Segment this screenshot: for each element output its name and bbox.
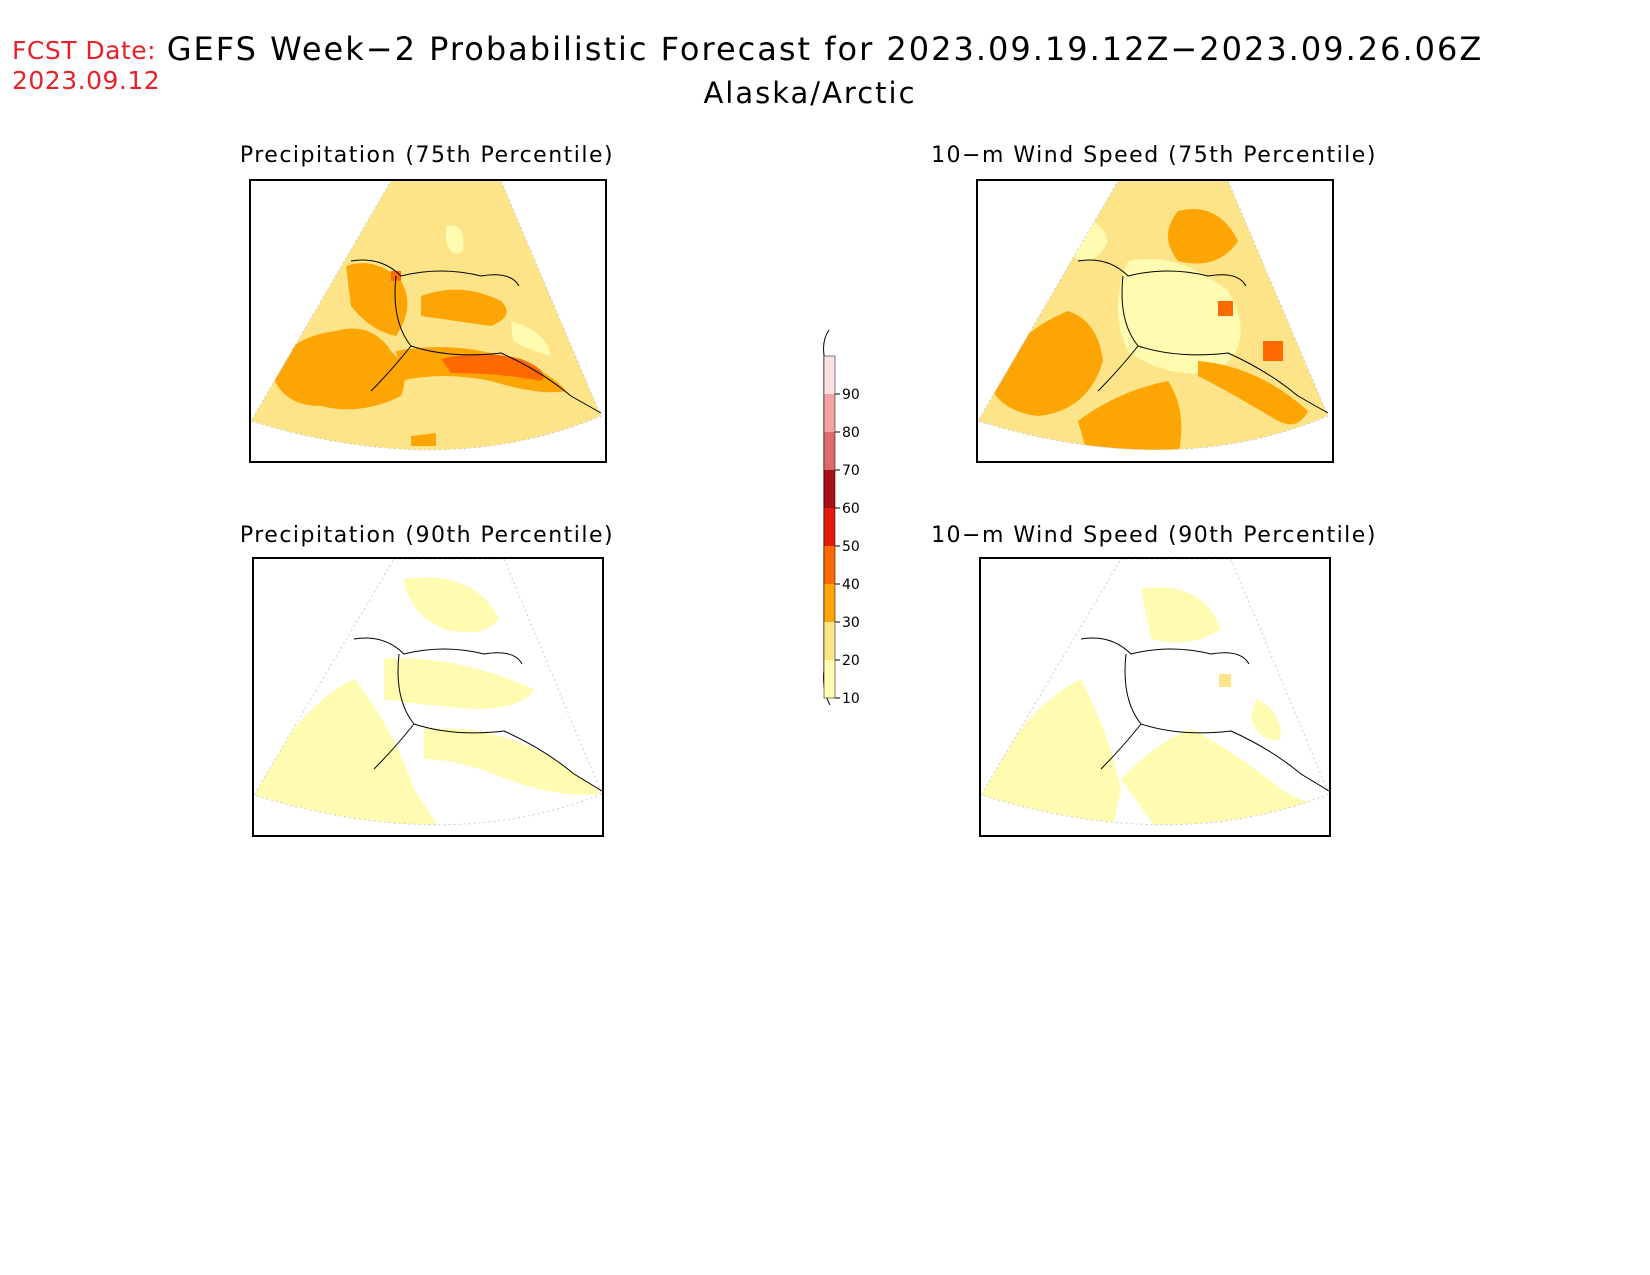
alaska-coastline [1080, 637, 1329, 792]
forecast-date-label: FCST Date: [12, 36, 157, 65]
graticule [251, 181, 602, 451]
colorbar-label-70: 70 [842, 463, 860, 479]
colorbar-segment-90 [824, 356, 835, 394]
prob-fill-20 [1219, 674, 1231, 687]
prob-fill-10 [404, 577, 499, 633]
prob-fill-10 [384, 658, 534, 709]
colorbar-segment-60 [824, 470, 835, 508]
alaska-coastline [353, 637, 602, 792]
colorbar-segment-20 [824, 622, 835, 660]
colorbar-label-90: 90 [842, 387, 860, 403]
alaska-coastline [1077, 259, 1329, 414]
prob-fill-10 [446, 225, 464, 254]
prob-fill-10 [1141, 587, 1221, 643]
graticule [978, 181, 1329, 451]
prob-fill-30 [1168, 209, 1238, 264]
prob-fill-40 [1263, 341, 1283, 361]
prob-fill-10 [424, 728, 602, 795]
colorbar-segment-80 [824, 394, 835, 432]
map-wind-75 [976, 179, 1334, 463]
colorbar-label-80: 80 [842, 425, 860, 441]
prob-fill-30 [421, 289, 507, 326]
colorbar-label-50: 50 [842, 539, 860, 555]
probability-colorbar: 90 80 70 60 50 40 30 20 10 [818, 329, 898, 740]
region-title: Alaska/Arctic [703, 76, 917, 110]
colorbar-label-30: 30 [842, 615, 860, 631]
panel-title-wind-75: 10−m Wind Speed (75th Percentile) [931, 143, 1377, 168]
prob-fill-10 [1121, 729, 1329, 825]
prob-fill-10 [511, 321, 551, 356]
colorbar-label-60: 60 [842, 501, 860, 517]
page-title: GEFS Week−2 Probabilistic Forecast for 2… [166, 30, 1484, 68]
colorbar-label-20: 20 [842, 653, 860, 669]
prob-fill-10 [254, 679, 444, 825]
prob-fill-10 [1118, 259, 1241, 374]
map-precip-75 [249, 179, 607, 463]
forecast-date-value: 2023.09.12 [12, 66, 161, 95]
map-precip-90 [252, 557, 604, 837]
graticule [981, 559, 1329, 826]
colorbar-segment-50 [824, 508, 835, 546]
prob-fill-10 [1251, 699, 1281, 740]
prob-fill-30 [346, 263, 408, 336]
prob-fill-20 [251, 181, 601, 450]
graticule [254, 559, 602, 826]
prob-fill-30 [988, 311, 1103, 416]
prob-fill-10 [981, 679, 1121, 825]
colorbar-segment-40 [824, 546, 835, 584]
colorbar-label-10: 10 [842, 691, 860, 707]
colorbar-segment-70 [824, 432, 835, 470]
colorbar-segment-10 [824, 660, 835, 698]
colorbar-segment-30 [824, 584, 835, 622]
alaska-coastline [350, 259, 602, 414]
prob-fill-40 [1218, 301, 1233, 316]
panel-title-precip-90: Precipitation (90th Percentile) [239, 523, 615, 548]
colorbar-label-40: 40 [842, 577, 860, 593]
prob-fill-30 [1198, 361, 1308, 425]
prob-fill-30 [271, 328, 405, 410]
panel-title-precip-75: Precipitation (75th Percentile) [239, 143, 615, 168]
prob-fill-30 [411, 433, 436, 446]
forecast-date: FCST Date: 2023.09.12 [12, 36, 160, 96]
map-wind-90 [979, 557, 1331, 837]
panel-title-wind-90: 10−m Wind Speed (90th Percentile) [931, 523, 1377, 548]
colorbar-frame [823, 355, 836, 699]
prob-fill-30 [1078, 381, 1182, 450]
